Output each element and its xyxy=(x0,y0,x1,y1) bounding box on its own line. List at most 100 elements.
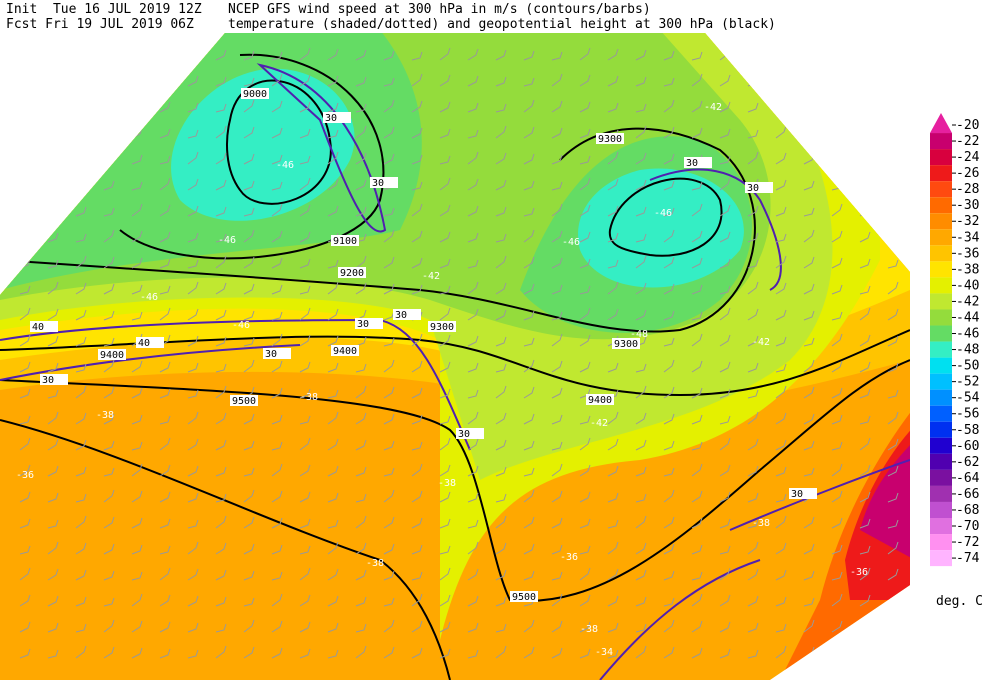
colorbar-label: -62 xyxy=(956,455,979,470)
barb xyxy=(75,152,87,165)
barb xyxy=(747,259,759,269)
barb xyxy=(187,438,199,451)
barb xyxy=(523,516,535,529)
barb xyxy=(243,489,255,503)
colorbar-label: -30 xyxy=(956,198,979,213)
barb xyxy=(355,76,367,87)
barb xyxy=(859,594,871,607)
barb xyxy=(159,648,171,659)
barb xyxy=(187,102,199,113)
barb xyxy=(159,437,171,451)
colorbar-label: -48 xyxy=(956,343,979,358)
barb xyxy=(467,129,479,139)
barb xyxy=(747,48,759,61)
barb xyxy=(551,284,563,295)
barb xyxy=(75,125,87,139)
barb xyxy=(775,336,787,347)
barb xyxy=(327,259,339,269)
barb xyxy=(75,542,87,555)
barb xyxy=(47,541,59,555)
barb xyxy=(775,439,787,451)
barb xyxy=(551,311,563,321)
barb xyxy=(243,597,255,607)
barb xyxy=(663,126,675,139)
barb xyxy=(691,127,703,139)
barb xyxy=(523,283,535,295)
barb xyxy=(831,593,843,607)
barb xyxy=(551,593,563,607)
barb xyxy=(439,621,451,633)
barb xyxy=(607,568,619,581)
colorbar-box xyxy=(930,341,952,358)
barb xyxy=(187,595,199,607)
height-label: 9200 xyxy=(340,268,364,279)
colorbar-box xyxy=(930,437,952,454)
barb xyxy=(299,285,311,295)
barb xyxy=(719,437,731,451)
forecast-time: Fcst Fri 19 JUL 2019 06Z xyxy=(6,17,194,32)
barb xyxy=(803,256,815,269)
barb xyxy=(579,128,591,139)
barb xyxy=(747,362,759,373)
barb xyxy=(747,335,759,347)
barb xyxy=(523,229,535,243)
barb xyxy=(215,439,227,451)
barb xyxy=(103,126,115,139)
barb xyxy=(859,545,871,555)
barb xyxy=(411,387,423,399)
colorbar-label: -64 xyxy=(956,471,980,486)
barb xyxy=(327,438,339,451)
barb xyxy=(271,333,283,347)
barb xyxy=(383,543,395,555)
barb xyxy=(635,493,647,503)
barb xyxy=(719,177,731,191)
barb xyxy=(439,231,451,243)
barb xyxy=(131,490,143,503)
barb xyxy=(579,285,591,295)
barb xyxy=(131,441,143,451)
colorbar-box xyxy=(930,165,952,182)
height-label: 9400 xyxy=(100,350,124,361)
barb xyxy=(383,207,395,217)
barb xyxy=(411,73,423,87)
label-bg xyxy=(241,88,269,99)
barb xyxy=(887,389,899,399)
barb xyxy=(439,128,451,139)
barb xyxy=(831,127,843,139)
barb xyxy=(103,50,115,61)
barb xyxy=(215,309,227,321)
barb xyxy=(439,74,451,87)
barb xyxy=(663,283,675,295)
temperature-label: -38 xyxy=(366,558,384,569)
wind-label: 30 xyxy=(395,310,407,321)
barb xyxy=(467,519,479,529)
barb xyxy=(299,204,311,217)
barb xyxy=(887,411,899,425)
label-bg xyxy=(331,235,359,246)
barb xyxy=(411,181,423,191)
barb xyxy=(551,463,563,477)
barb xyxy=(607,438,619,451)
barb xyxy=(887,281,899,295)
barb xyxy=(75,515,87,529)
barb xyxy=(859,437,871,451)
barb xyxy=(831,51,843,61)
barb xyxy=(691,571,703,581)
barb xyxy=(579,491,591,503)
barb xyxy=(551,181,563,191)
barb xyxy=(859,415,871,425)
barb xyxy=(495,152,507,165)
colorbar-label: -38 xyxy=(956,262,979,277)
barb xyxy=(635,179,647,191)
barb xyxy=(523,126,535,139)
barb xyxy=(775,542,787,555)
barb xyxy=(47,151,59,165)
barb xyxy=(411,51,423,61)
barb xyxy=(831,544,843,555)
barb xyxy=(859,285,871,295)
colorbar-box xyxy=(930,357,952,374)
barb xyxy=(215,466,227,477)
barb xyxy=(159,155,171,165)
barb xyxy=(299,47,311,61)
barb xyxy=(887,308,899,321)
